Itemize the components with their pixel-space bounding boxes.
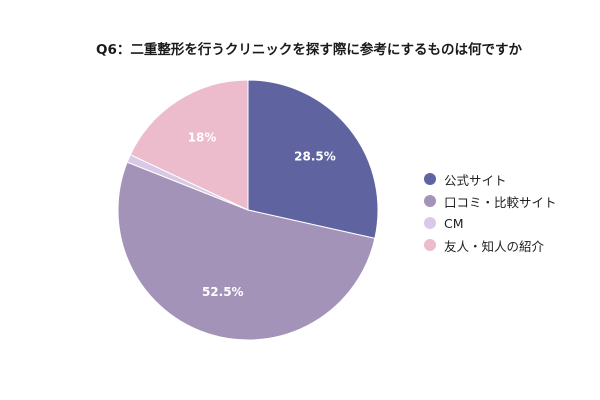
legend-swatch bbox=[424, 173, 436, 185]
legend: 公式サイト口コミ・比較サイト CM 友人・知人の紹介 bbox=[424, 168, 557, 256]
legend-label: 公式サイト bbox=[444, 172, 507, 188]
legend-swatch bbox=[424, 239, 436, 251]
legend-swatch bbox=[424, 217, 436, 229]
pie-slice bbox=[129, 79, 249, 211]
slice-data-label: 18% bbox=[188, 131, 217, 145]
legend-label: 友人・知人の紹介 bbox=[444, 238, 545, 254]
chart-title: Q6：二重整形を行うクリニックを探す際に参考にするものは何ですか bbox=[96, 42, 523, 58]
legend-item: 口コミ・比較サイト bbox=[424, 190, 557, 212]
legend-label: 口コミ・比較サイト bbox=[444, 194, 557, 210]
legend-item: CM bbox=[424, 212, 557, 234]
legend-item: 公式サイト bbox=[424, 168, 557, 190]
legend-label: CM bbox=[444, 215, 464, 231]
pie-slice bbox=[247, 79, 379, 239]
legend-swatch bbox=[424, 195, 436, 207]
pie-labels: 28.5% 52.5% 18% bbox=[188, 131, 336, 299]
pie-slices bbox=[117, 79, 379, 341]
slice-data-label: 52.5% bbox=[202, 285, 244, 299]
legend-item: 友人・知人の紹介 bbox=[424, 234, 557, 256]
slice-data-label: 28.5% bbox=[294, 149, 336, 163]
pie-slice bbox=[117, 161, 376, 341]
